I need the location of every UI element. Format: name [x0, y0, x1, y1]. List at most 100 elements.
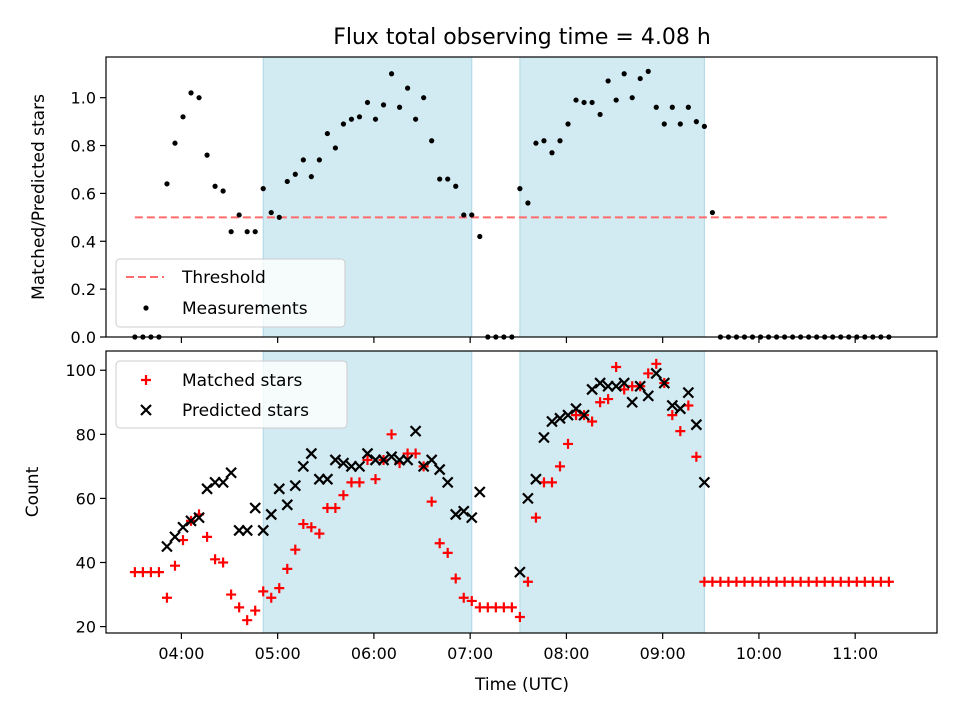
matched-stars-point — [691, 451, 702, 462]
predicted-stars-point — [281, 499, 294, 511]
bottom-x-tick-label: 05:00 — [255, 644, 301, 663]
legend-measurements-swatch — [143, 305, 149, 311]
measurements-point — [597, 111, 603, 118]
measurements-point — [693, 119, 699, 125]
predicted-stars-point — [409, 425, 422, 437]
x-axis-label: Time (UTC) — [474, 675, 569, 695]
matched-stars-point — [410, 448, 421, 459]
top-legend: Threshold Measurements — [115, 258, 346, 328]
matched-stars-point — [506, 602, 517, 613]
measurements-point — [621, 71, 627, 77]
matched-stars-point — [450, 573, 461, 584]
matched-stars-point — [242, 615, 253, 626]
predicted-stars-point — [514, 566, 526, 578]
matched-stars-point — [667, 410, 678, 421]
measurements-point — [404, 85, 411, 91]
matched-stars-point — [675, 426, 686, 437]
predicted-stars-point — [297, 460, 310, 473]
bottom-panel-frame — [105, 350, 938, 634]
matched-stars-point — [587, 416, 598, 427]
predicted-stars-point — [241, 524, 253, 537]
predicted-stars-point — [682, 386, 695, 399]
predicted-stars-point — [650, 367, 663, 380]
measurements-point — [429, 138, 435, 144]
measurements-point — [565, 121, 571, 127]
predicted-stars-point — [225, 466, 237, 479]
matched-stars-point — [370, 474, 381, 485]
predicted-stars-point — [305, 447, 318, 460]
predicted-stars-point — [457, 505, 470, 518]
predicted-stars-point — [698, 476, 711, 489]
bottom-y-axis-label: Count — [23, 466, 43, 517]
predicted-stars-point — [329, 454, 342, 466]
top-y-tick-label: 0.4 — [71, 232, 96, 251]
matched-stars-point — [530, 512, 541, 523]
measurements-point — [212, 183, 218, 189]
predicted-stars-point — [546, 415, 558, 428]
matched-stars-point — [466, 595, 477, 606]
top-legend-box — [115, 258, 346, 328]
measurements-point — [276, 214, 282, 220]
predicted-stars-point — [177, 521, 189, 534]
matched-stars-point — [442, 547, 453, 558]
measurements-point — [645, 68, 651, 74]
predicted-stars-point — [377, 454, 390, 466]
predicted-stars-point — [465, 511, 478, 524]
measurements-point — [284, 178, 290, 185]
measurements-point — [709, 209, 716, 216]
legend-predicted-swatch — [140, 404, 152, 416]
top-y-tick-label: 0.6 — [71, 184, 96, 203]
predicted-stars-point — [610, 380, 622, 393]
measurements-point — [581, 99, 587, 106]
predicted-stars-point — [417, 460, 430, 473]
matched-stars-point — [290, 544, 301, 555]
matched-stars-point — [226, 589, 237, 600]
bottom-x-tick-label: 04:00 — [158, 644, 204, 663]
predicted-stars-point — [658, 377, 671, 389]
matched-stars-point — [458, 592, 469, 603]
predicted-stars-point — [441, 476, 454, 489]
predicted-stars-point — [273, 483, 286, 495]
bottom-x-tick-label: 06:00 — [351, 644, 397, 663]
bottom-panel: 20 40 60 80 100 04:00 05:00 06:00 07:00 08:00 09:… — [23, 350, 938, 695]
matched-stars-point — [595, 397, 606, 408]
measurements-point — [260, 186, 266, 192]
measurements-point — [557, 138, 563, 144]
chart-title: Flux total observing time = 4.08 h — [333, 25, 711, 50]
top-y-tick-label: 1.0 — [71, 89, 96, 108]
measurements-point — [348, 116, 355, 122]
predicted-stars-point — [201, 483, 213, 495]
predicted-stars-point — [586, 383, 598, 396]
matched-stars-point — [386, 429, 397, 440]
measurements-point — [228, 229, 234, 235]
predicted-stars-point — [217, 476, 229, 489]
top-panel-frame — [105, 56, 938, 338]
matched-stars-point — [314, 528, 325, 539]
measurements-point — [204, 152, 210, 158]
matched-stars-point — [651, 358, 662, 369]
predicted-stars-point — [401, 454, 414, 466]
matched-stars-point — [250, 605, 261, 616]
matched-stars-point — [218, 557, 229, 568]
measurements-point — [388, 71, 395, 77]
measurements-point — [541, 138, 547, 144]
matched-stars-point — [330, 503, 341, 514]
bottom-y-tick-label: 100 — [65, 361, 96, 380]
measurements-point — [292, 171, 298, 177]
measurements-point — [533, 140, 539, 146]
matched-stars-point — [274, 583, 285, 594]
matched-stars-point — [169, 560, 180, 571]
top-y-axis-label: Matched/Predicted stars — [29, 94, 49, 300]
predicted-stars-point — [522, 492, 534, 505]
measurements-point — [324, 130, 330, 137]
predicted-stars-point — [385, 450, 398, 463]
measurements-point — [332, 145, 339, 151]
predicted-stars-point — [538, 431, 550, 444]
matched-stars-point — [603, 394, 614, 405]
predicted-stars-point — [169, 531, 181, 543]
bottom-x-tick-label: 07:00 — [447, 644, 493, 663]
matched-stars-point — [202, 531, 213, 542]
matched-stars-point — [306, 522, 317, 533]
predicted-stars-point — [578, 409, 590, 421]
